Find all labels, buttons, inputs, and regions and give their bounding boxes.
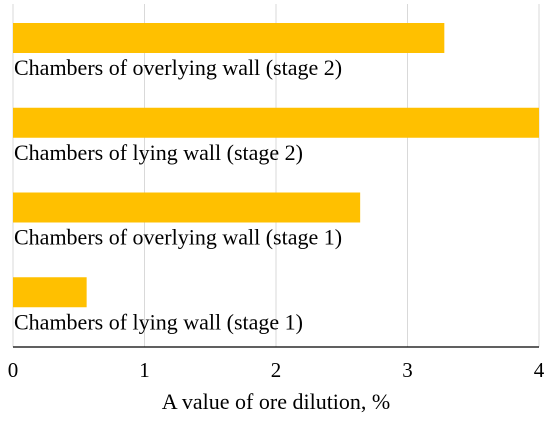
category-label: Chambers of lying wall (stage 2) (14, 140, 303, 165)
category-label: Chambers of overlying wall (stage 2) (14, 55, 342, 80)
x-tick-label: 3 (402, 358, 413, 382)
bar (13, 277, 87, 308)
x-tick-label: 0 (8, 358, 19, 382)
bars (13, 23, 539, 308)
x-tick-labels: 0 1 2 3 4 (8, 358, 545, 382)
x-tick-label: 2 (271, 358, 282, 382)
x-tick-label: 4 (534, 358, 545, 382)
category-labels: Chambers of overlying wall (stage 2) Cham… (14, 55, 342, 334)
x-axis-title: A value of ore dilution, % (162, 389, 391, 414)
category-label: Chambers of lying wall (stage 1) (14, 309, 303, 334)
bar (13, 192, 361, 223)
bar (13, 23, 445, 53)
bar (13, 107, 539, 138)
x-tick-label: 1 (139, 358, 150, 382)
category-label: Chambers of overlying wall (stage 1) (14, 225, 342, 250)
